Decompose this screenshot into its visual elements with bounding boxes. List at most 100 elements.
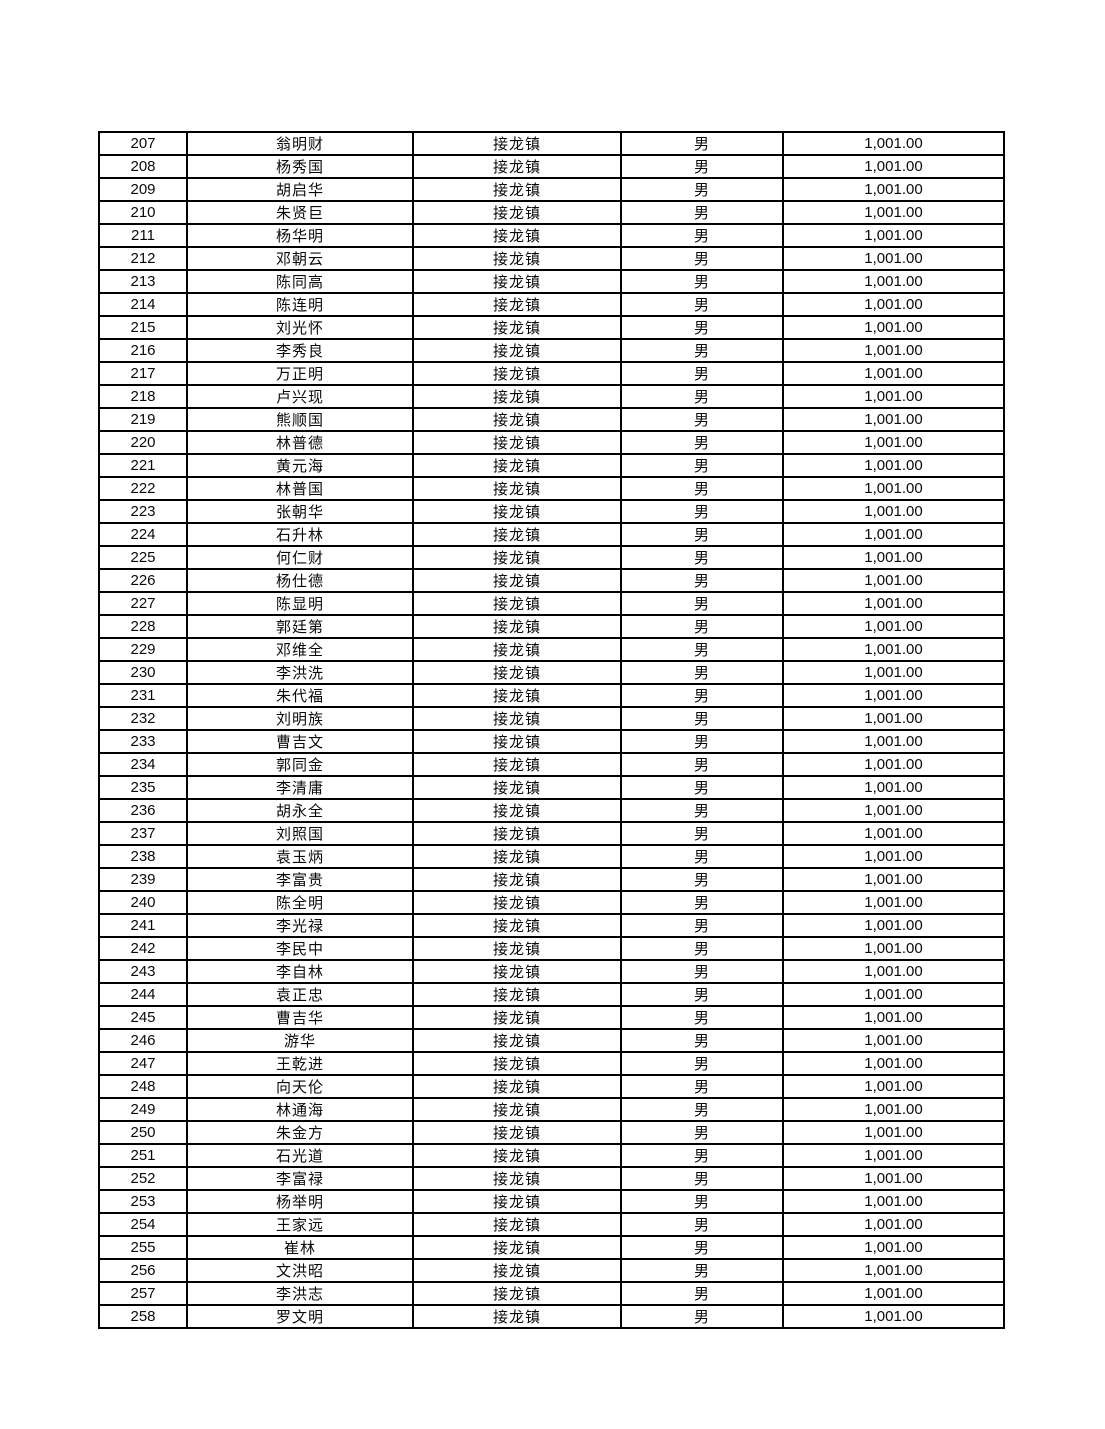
table-row: 242 李民中 接龙镇 男 1,001.00 — [98, 936, 1005, 961]
name-cell: 文洪昭 — [186, 1258, 414, 1283]
row-index-cell: 254 — [98, 1212, 188, 1237]
town-cell: 接龙镇 — [412, 637, 622, 662]
row-index-cell: 223 — [98, 499, 188, 524]
table-row: 243 李自林 接龙镇 男 1,001.00 — [98, 959, 1005, 984]
table-row: 237 刘照国 接龙镇 男 1,001.00 — [98, 821, 1005, 846]
row-index-cell: 242 — [98, 936, 188, 961]
town-cell: 接龙镇 — [412, 683, 622, 708]
gender-cell: 男 — [620, 913, 784, 938]
gender-cell: 男 — [620, 545, 784, 570]
roster-table: 207 翁明财 接龙镇 男 1,001.00 208 杨秀国 接龙镇 男 1,0… — [98, 131, 1005, 1329]
town-cell: 接龙镇 — [412, 614, 622, 639]
amount-cell: 1,001.00 — [782, 223, 1005, 248]
amount-cell: 1,001.00 — [782, 499, 1005, 524]
gender-cell: 男 — [620, 637, 784, 662]
amount-cell: 1,001.00 — [782, 246, 1005, 271]
name-cell: 卢兴现 — [186, 384, 414, 409]
table-row: 219 熊顺国 接龙镇 男 1,001.00 — [98, 407, 1005, 432]
gender-cell: 男 — [620, 591, 784, 616]
amount-cell: 1,001.00 — [782, 614, 1005, 639]
table-row: 213 陈同高 接龙镇 男 1,001.00 — [98, 269, 1005, 294]
table-row: 207 翁明财 接龙镇 男 1,001.00 — [98, 131, 1005, 156]
gender-cell: 男 — [620, 430, 784, 455]
row-index-cell: 238 — [98, 844, 188, 869]
name-cell: 石光道 — [186, 1143, 414, 1168]
table-row: 230 李洪洗 接龙镇 男 1,001.00 — [98, 660, 1005, 685]
table-row: 245 曹吉华 接龙镇 男 1,001.00 — [98, 1005, 1005, 1030]
name-cell: 张朝华 — [186, 499, 414, 524]
table-row: 240 陈全明 接龙镇 男 1,001.00 — [98, 890, 1005, 915]
name-cell: 邓维全 — [186, 637, 414, 662]
town-cell: 接龙镇 — [412, 775, 622, 800]
row-index-cell: 227 — [98, 591, 188, 616]
name-cell: 李光禄 — [186, 913, 414, 938]
town-cell: 接龙镇 — [412, 361, 622, 386]
gender-cell: 男 — [620, 177, 784, 202]
name-cell: 邓朝云 — [186, 246, 414, 271]
name-cell: 李洪志 — [186, 1281, 414, 1306]
town-cell: 接龙镇 — [412, 131, 622, 156]
gender-cell: 男 — [620, 844, 784, 869]
town-cell: 接龙镇 — [412, 936, 622, 961]
amount-cell: 1,001.00 — [782, 430, 1005, 455]
row-index-cell: 239 — [98, 867, 188, 892]
row-index-cell: 246 — [98, 1028, 188, 1053]
name-cell: 袁正忠 — [186, 982, 414, 1007]
gender-cell: 男 — [620, 154, 784, 179]
table-row: 235 李清庸 接龙镇 男 1,001.00 — [98, 775, 1005, 800]
row-index-cell: 252 — [98, 1166, 188, 1191]
amount-cell: 1,001.00 — [782, 1097, 1005, 1122]
gender-cell: 男 — [620, 821, 784, 846]
table-row: 228 郭廷第 接龙镇 男 1,001.00 — [98, 614, 1005, 639]
row-index-cell: 211 — [98, 223, 188, 248]
amount-cell: 1,001.00 — [782, 568, 1005, 593]
name-cell: 陈全明 — [186, 890, 414, 915]
table-row: 238 袁玉炳 接龙镇 男 1,001.00 — [98, 844, 1005, 869]
table-row: 257 李洪志 接龙镇 男 1,001.00 — [98, 1281, 1005, 1306]
amount-cell: 1,001.00 — [782, 1143, 1005, 1168]
name-cell: 胡永全 — [186, 798, 414, 823]
amount-cell: 1,001.00 — [782, 476, 1005, 501]
table-row: 221 黄元海 接龙镇 男 1,001.00 — [98, 453, 1005, 478]
amount-cell: 1,001.00 — [782, 384, 1005, 409]
table-row: 250 朱金方 接龙镇 男 1,001.00 — [98, 1120, 1005, 1145]
row-index-cell: 235 — [98, 775, 188, 800]
amount-cell: 1,001.00 — [782, 292, 1005, 317]
gender-cell: 男 — [620, 1281, 784, 1306]
amount-cell: 1,001.00 — [782, 1051, 1005, 1076]
town-cell: 接龙镇 — [412, 154, 622, 179]
row-index-cell: 249 — [98, 1097, 188, 1122]
gender-cell: 男 — [620, 867, 784, 892]
town-cell: 接龙镇 — [412, 798, 622, 823]
table-row: 225 何仁财 接龙镇 男 1,001.00 — [98, 545, 1005, 570]
town-cell: 接龙镇 — [412, 1235, 622, 1260]
gender-cell: 男 — [620, 614, 784, 639]
table-row: 247 王乾进 接龙镇 男 1,001.00 — [98, 1051, 1005, 1076]
row-index-cell: 234 — [98, 752, 188, 777]
amount-cell: 1,001.00 — [782, 453, 1005, 478]
name-cell: 陈连明 — [186, 292, 414, 317]
table-row: 244 袁正忠 接龙镇 男 1,001.00 — [98, 982, 1005, 1007]
table-row: 211 杨华明 接龙镇 男 1,001.00 — [98, 223, 1005, 248]
table-row: 214 陈连明 接龙镇 男 1,001.00 — [98, 292, 1005, 317]
row-index-cell: 208 — [98, 154, 188, 179]
table-row: 224 石升林 接龙镇 男 1,001.00 — [98, 522, 1005, 547]
row-index-cell: 231 — [98, 683, 188, 708]
gender-cell: 男 — [620, 522, 784, 547]
table-row: 220 林普德 接龙镇 男 1,001.00 — [98, 430, 1005, 455]
gender-cell: 男 — [620, 1051, 784, 1076]
amount-cell: 1,001.00 — [782, 1028, 1005, 1053]
table-row: 258 罗文明 接龙镇 男 1,001.00 — [98, 1304, 1005, 1329]
town-cell: 接龙镇 — [412, 200, 622, 225]
row-index-cell: 255 — [98, 1235, 188, 1260]
table-row: 223 张朝华 接龙镇 男 1,001.00 — [98, 499, 1005, 524]
name-cell: 李富贵 — [186, 867, 414, 892]
name-cell: 林普国 — [186, 476, 414, 501]
town-cell: 接龙镇 — [412, 499, 622, 524]
town-cell: 接龙镇 — [412, 1005, 622, 1030]
gender-cell: 男 — [620, 1166, 784, 1191]
row-index-cell: 241 — [98, 913, 188, 938]
row-index-cell: 233 — [98, 729, 188, 754]
row-index-cell: 245 — [98, 1005, 188, 1030]
